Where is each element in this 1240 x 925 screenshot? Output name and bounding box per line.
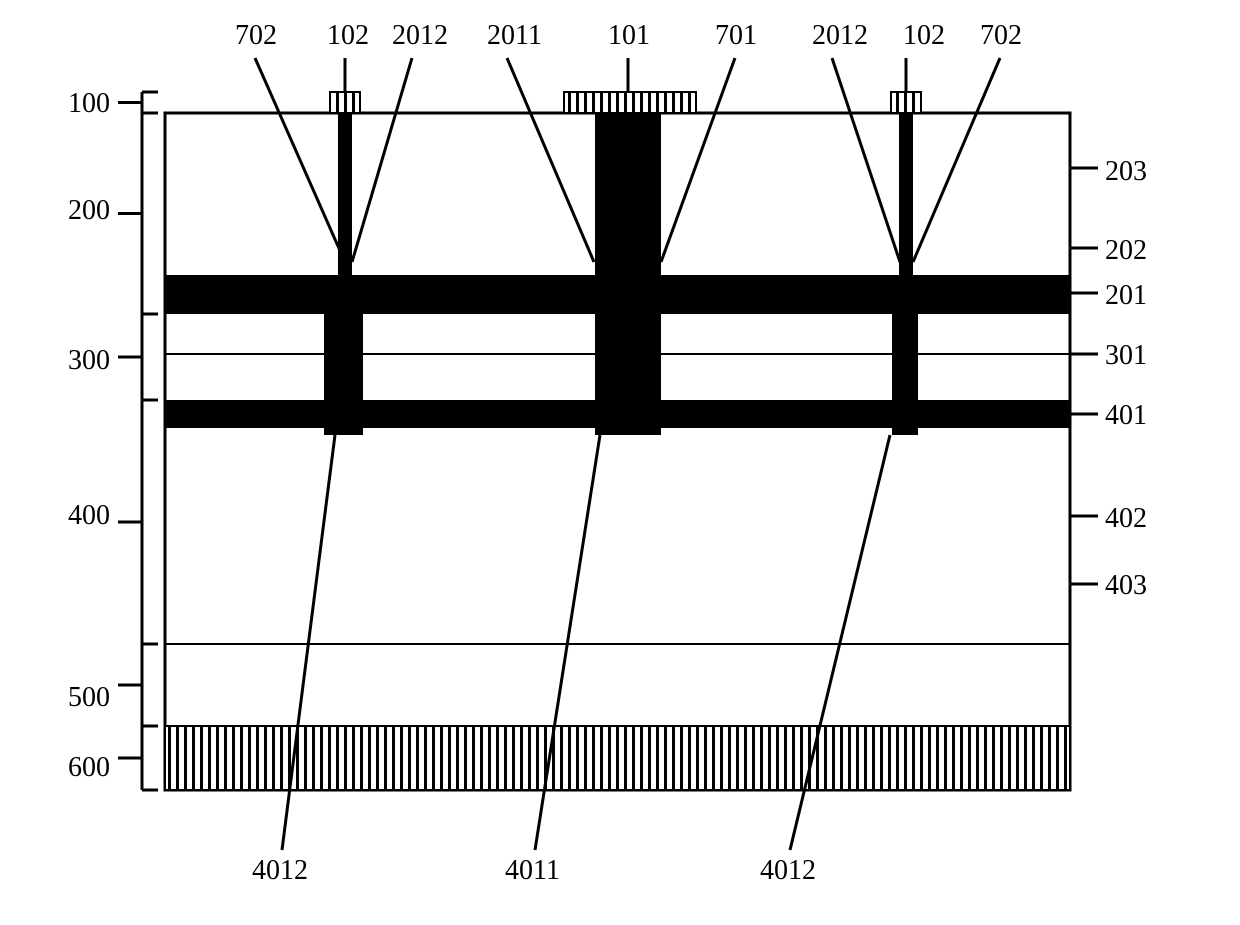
left-label: 200: [68, 195, 110, 227]
top-label: 101: [608, 20, 650, 52]
leader-line: [913, 58, 1000, 262]
right-label: 403: [1105, 570, 1147, 602]
top-label: 702: [980, 20, 1022, 52]
top-label: 702: [235, 20, 277, 52]
bottom-label: 4012: [252, 855, 308, 887]
top-label: 102: [327, 20, 369, 52]
right-label: 401: [1105, 400, 1147, 432]
vertical-trunk: [338, 113, 352, 435]
left-label: 500: [68, 682, 110, 714]
top-label: 701: [715, 20, 757, 52]
vertical-trunk: [595, 113, 661, 435]
top-label: 2011: [487, 20, 542, 52]
bottom-label: 4011: [505, 855, 560, 887]
top-label: 2012: [392, 20, 448, 52]
top-label: 102: [903, 20, 945, 52]
left-label: 300: [68, 345, 110, 377]
hatched-base: [165, 726, 1070, 790]
left-label: 600: [68, 752, 110, 784]
left-label: 100: [68, 88, 110, 120]
leader-line: [661, 58, 735, 262]
leader-line: [507, 58, 594, 262]
right-label: 301: [1105, 340, 1147, 372]
hatched-pad: [891, 92, 921, 113]
leader-line: [352, 58, 412, 262]
right-label: 402: [1105, 503, 1147, 535]
right-label: 202: [1105, 235, 1147, 267]
left-label: 400: [68, 500, 110, 532]
top-label: 2012: [812, 20, 868, 52]
vertical-trunk: [899, 113, 913, 435]
hatched-pad: [564, 92, 696, 113]
bottom-label: 4012: [760, 855, 816, 887]
leader-line: [255, 58, 345, 262]
cross-section-diagram: [0, 0, 1240, 925]
right-label: 201: [1105, 280, 1147, 312]
leader-line: [832, 58, 900, 262]
hatched-pad: [330, 92, 360, 113]
right-label: 203: [1105, 156, 1147, 188]
